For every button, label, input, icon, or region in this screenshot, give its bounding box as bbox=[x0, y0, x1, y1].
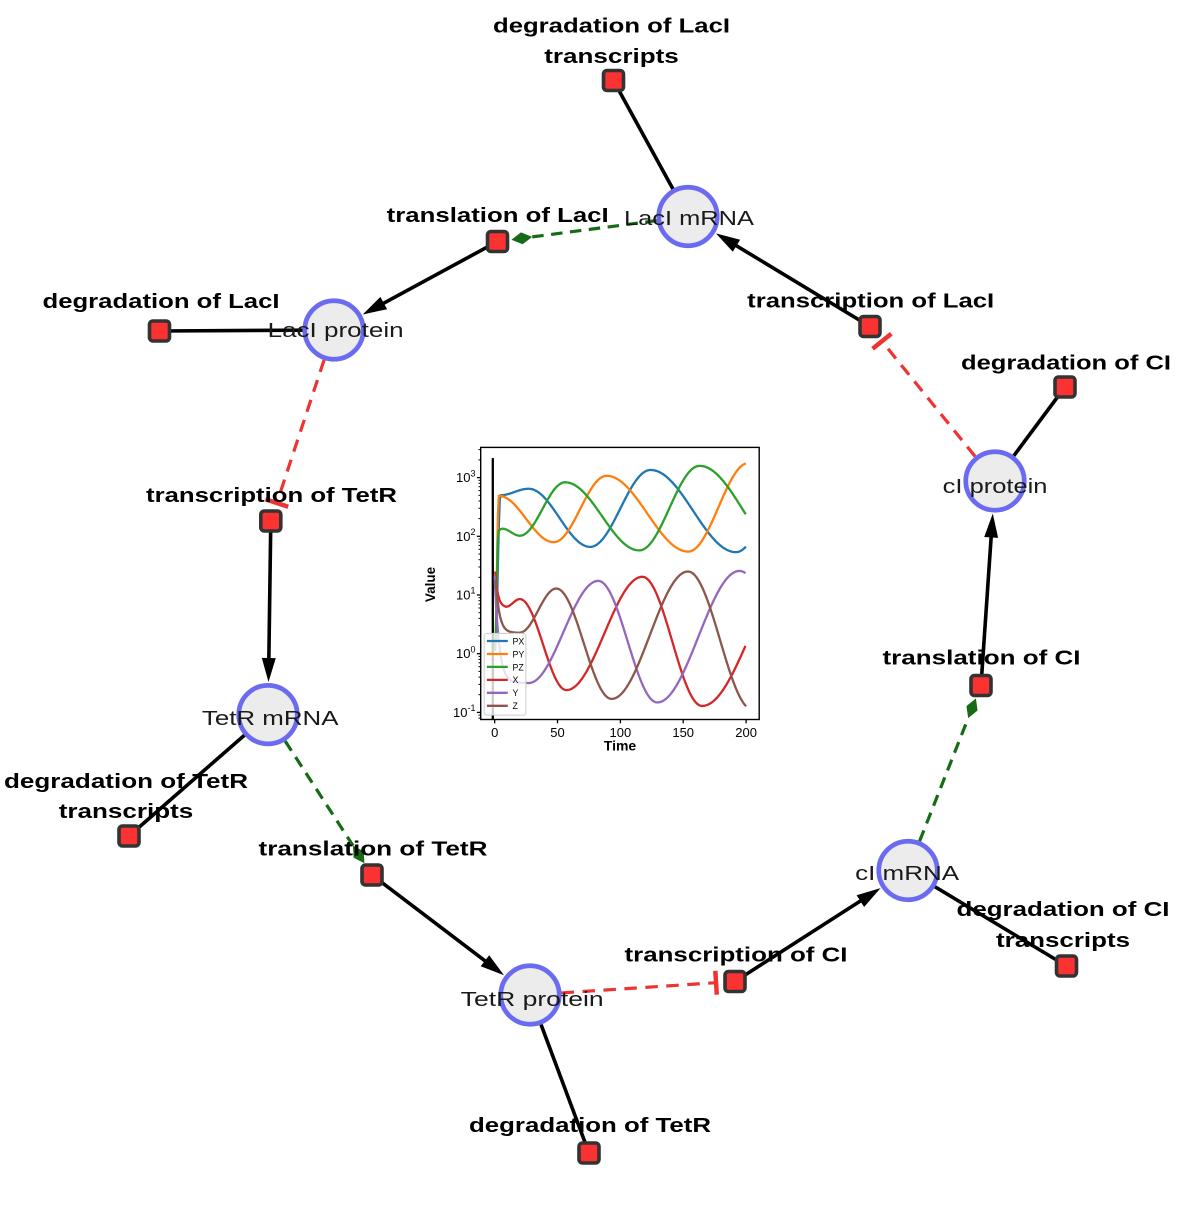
svg-text:degradation of LacI: degradation of LacI bbox=[43, 291, 280, 313]
svg-text:transcription of CI: transcription of CI bbox=[625, 945, 848, 967]
svg-text:50: 50 bbox=[550, 725, 564, 740]
svg-text:LacI protein: LacI protein bbox=[268, 319, 404, 342]
svg-text:TetR protein: TetR protein bbox=[461, 988, 604, 1011]
svg-text:Time: Time bbox=[604, 738, 637, 754]
svg-text:PY: PY bbox=[513, 649, 525, 659]
svg-text:PZ: PZ bbox=[513, 662, 525, 672]
svg-text:X: X bbox=[513, 675, 519, 685]
svg-text:transcription of LacI: transcription of LacI bbox=[747, 291, 994, 313]
svg-text:degradation of CI: degradation of CI bbox=[961, 352, 1171, 374]
svg-text:LacI mRNA: LacI mRNA bbox=[624, 207, 754, 230]
svg-text:TetR mRNA: TetR mRNA bbox=[202, 707, 339, 730]
svg-text:translation of TetR: translation of TetR bbox=[259, 839, 489, 861]
svg-text:cI protein: cI protein bbox=[943, 475, 1048, 498]
svg-text:cI mRNA: cI mRNA bbox=[855, 862, 959, 885]
svg-text:100: 100 bbox=[610, 725, 632, 740]
svg-text:degradation of LacI: degradation of LacI bbox=[493, 16, 730, 38]
svg-text:translation of LacI: translation of LacI bbox=[387, 205, 609, 227]
svg-text:200: 200 bbox=[735, 725, 757, 740]
svg-text:translation of CI: translation of CI bbox=[883, 647, 1081, 669]
svg-text:degradation of TetR: degradation of TetR bbox=[4, 771, 249, 793]
svg-text:Y: Y bbox=[513, 688, 519, 698]
svg-text:transcripts: transcripts bbox=[996, 930, 1130, 952]
svg-text:transcripts: transcripts bbox=[544, 46, 679, 68]
svg-text:PX: PX bbox=[513, 636, 525, 646]
svg-text:degradation of TetR: degradation of TetR bbox=[469, 1115, 712, 1137]
svg-text:150: 150 bbox=[672, 725, 694, 740]
svg-text:degradation of CI: degradation of CI bbox=[957, 899, 1170, 921]
svg-text:Value: Value bbox=[423, 566, 438, 602]
svg-text:Z: Z bbox=[513, 701, 519, 711]
svg-text:0: 0 bbox=[491, 725, 498, 740]
svg-text:transcription of TetR: transcription of TetR bbox=[146, 485, 398, 507]
svg-text:transcripts: transcripts bbox=[59, 801, 194, 823]
